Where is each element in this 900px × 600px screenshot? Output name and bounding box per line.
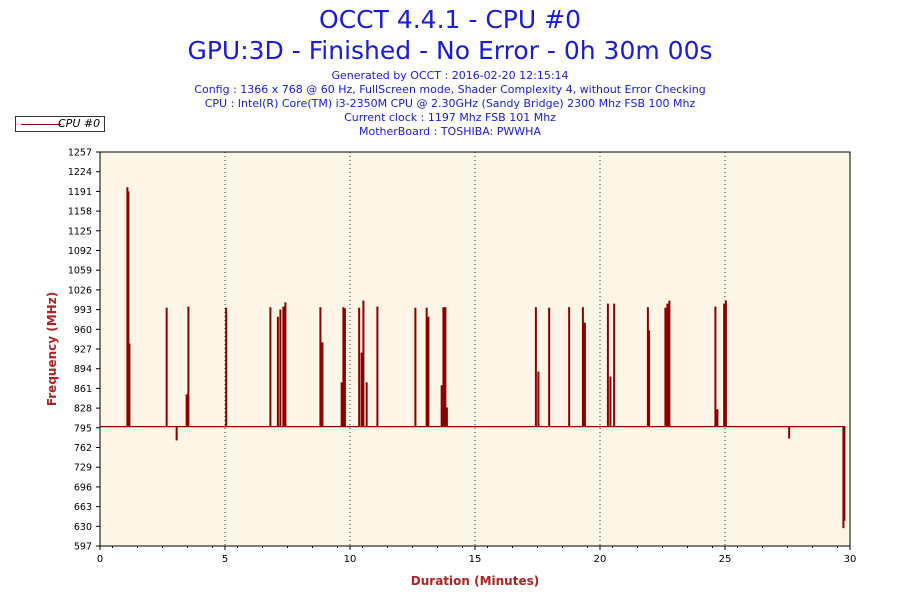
y-tick-label: 696 (74, 482, 92, 493)
y-tick-label: 1158 (68, 207, 92, 218)
y-tick-label: 597 (74, 542, 92, 553)
y-tick-label: 1026 (68, 285, 92, 296)
data-point (358, 307, 360, 310)
data-point (716, 409, 718, 411)
info-motherboard: MotherBoard : TOSHIBA: PWWHA (359, 125, 541, 138)
x-axis-label: Duration (Minutes) (411, 574, 539, 588)
data-point (425, 307, 427, 310)
data-point (534, 307, 537, 309)
data-point (788, 437, 790, 439)
data-point (664, 307, 666, 310)
data-point (276, 316, 279, 318)
x-tick-label: 0 (97, 554, 103, 565)
data-point (360, 352, 362, 354)
data-point (225, 307, 227, 310)
chart-title: OCCT 4.4.1 - CPU #0 (319, 5, 581, 34)
x-tick-label: 5 (222, 554, 228, 565)
chart-subtitle: GPU:3D - Finished - No Error - 0h 30m 00… (187, 36, 713, 65)
data-point (127, 191, 129, 193)
data-point (362, 300, 364, 302)
y-tick-label: 663 (74, 502, 92, 513)
data-point (714, 306, 716, 308)
y-tick-label: 729 (74, 463, 92, 474)
data-point (165, 307, 167, 310)
y-tick-label: 1191 (68, 187, 92, 198)
data-point (646, 307, 649, 309)
data-point (842, 526, 844, 529)
data-point (340, 382, 342, 384)
data-point (723, 303, 725, 305)
data-point (343, 308, 346, 310)
y-tick-label: 630 (74, 522, 92, 533)
legend-swatch (21, 124, 61, 125)
data-point (609, 376, 611, 378)
data-point (175, 439, 177, 441)
y-axis-label: Frequency (MHz) (45, 292, 59, 406)
x-tick-label: 15 (469, 554, 482, 565)
y-tick-label: 861 (74, 384, 92, 395)
info-generated: Generated by OCCT : 2016-02-20 12:15:14 (331, 69, 569, 82)
info-config: Config : 1366 x 768 @ 60 Hz, FullScreen … (194, 83, 706, 96)
y-tick-label: 927 (74, 345, 92, 356)
legend-label: CPU #0 (58, 117, 101, 130)
y-tick-label: 1092 (68, 246, 92, 257)
y-tick-label: 993 (74, 305, 92, 316)
data-point (376, 306, 378, 308)
axes: 597 630 663 696 729 762 795 828 861 894 927 960 993 1… (68, 148, 857, 566)
series-cpu0 (99, 187, 846, 529)
y-tick-label: 1224 (68, 167, 92, 178)
y-tick-label: 1125 (68, 226, 92, 237)
y-tick-label: 762 (74, 443, 92, 454)
data-point (613, 303, 615, 305)
data-point (442, 307, 444, 309)
data-point (414, 307, 416, 310)
data-point (537, 371, 539, 373)
y-tick-label: 960 (74, 325, 92, 336)
info-cpu: CPU : Intel(R) Core(TM) i3-2350M CPU @ 2… (204, 97, 696, 110)
data-point (843, 519, 845, 521)
data-point (185, 394, 187, 396)
info-current-clock: Current clock : 1197 Mhz FSB 101 Mhz (344, 111, 556, 124)
data-point (440, 385, 442, 387)
data-point (269, 307, 271, 309)
data-point (321, 342, 323, 344)
y-tick-label: 1257 (68, 148, 92, 159)
data-point (128, 343, 130, 345)
y-tick-label: 795 (74, 423, 92, 434)
data-point (444, 307, 446, 309)
data-point (427, 316, 429, 318)
data-point (279, 309, 281, 311)
data-point (581, 307, 584, 309)
data-point (282, 306, 284, 308)
data-point (568, 307, 570, 309)
data-point (126, 187, 128, 189)
data-point (284, 302, 286, 304)
y-tick-label: 894 (74, 364, 92, 375)
x-tick-label: 30 (844, 554, 857, 565)
x-tick-label: 25 (719, 554, 732, 565)
data-point (583, 322, 586, 324)
data-point (365, 382, 367, 384)
data-point (319, 307, 321, 309)
x-tick-label: 20 (594, 554, 607, 565)
x-tick-label: 10 (344, 554, 357, 565)
data-point (445, 407, 448, 409)
y-tick-label: 1059 (68, 266, 92, 277)
data-point (342, 307, 344, 309)
data-point (548, 307, 550, 310)
data-point (724, 300, 727, 302)
y-tick-label: 828 (74, 404, 92, 415)
data-point (187, 306, 189, 308)
legend: CPU #0 (15, 116, 105, 132)
data-point (606, 303, 609, 305)
data-point (666, 303, 668, 305)
data-point (668, 300, 670, 302)
data-point (648, 330, 650, 332)
